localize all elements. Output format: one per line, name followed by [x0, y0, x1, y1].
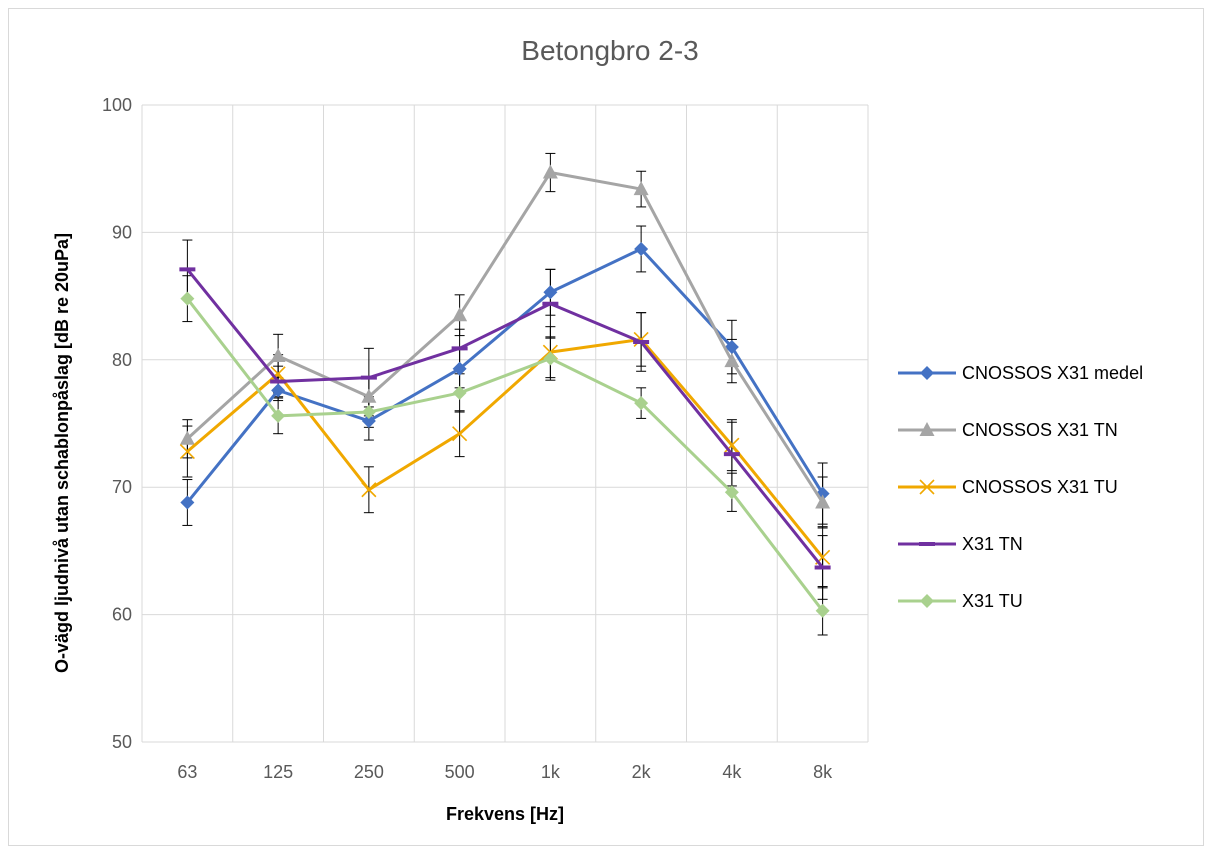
legend: CNOSSOS X31 medel CNOSSOS X31 TN CNOSSOS X…: [898, 363, 1143, 611]
data-point: [543, 351, 558, 366]
data-point: [179, 443, 195, 460]
data-point: [452, 385, 467, 400]
series-4: [180, 291, 830, 618]
legend-label: X31 TU: [962, 591, 1023, 611]
data-point: [361, 482, 377, 498]
data-point: [633, 331, 649, 347]
y-tick-label: 60: [112, 605, 132, 625]
data-point: [724, 353, 740, 368]
series-line: [186, 297, 824, 612]
data-point: [361, 405, 376, 420]
y-tick-label: 80: [112, 350, 132, 370]
x-tick-label: 63: [177, 762, 197, 782]
data-point: [270, 347, 286, 362]
data-point: [361, 388, 377, 403]
series-line: [186, 337, 824, 559]
legend-item: CNOSSOS X31 TU: [898, 477, 1118, 497]
x-tick-label: 2k: [632, 762, 652, 782]
data-point: [634, 396, 649, 411]
legend-item: CNOSSOS X31 TN: [898, 420, 1118, 440]
data-point: [180, 291, 195, 306]
x-tick-label: 500: [445, 762, 475, 782]
legend-item: X31 TN: [898, 534, 1023, 554]
data-point: [452, 361, 467, 376]
y-tick-label: 70: [112, 477, 132, 497]
x-tick-label: 8k: [813, 762, 833, 782]
y-tick-labels: 50 60 70 80 90 100: [102, 95, 132, 752]
series-line: [186, 171, 824, 504]
y-tick-label: 50: [112, 732, 132, 752]
x-tick-label: 4k: [722, 762, 742, 782]
legend-marker: [919, 479, 935, 495]
data-point: [271, 408, 286, 423]
data-point: [180, 495, 195, 510]
data-point: [542, 164, 558, 179]
chart-title: Betongbro 2-3: [521, 35, 698, 66]
legend-label: CNOSSOS X31 medel: [962, 363, 1143, 383]
plot-area: [179, 152, 831, 636]
legend-label: CNOSSOS X31 TN: [962, 420, 1118, 440]
data-point: [724, 340, 739, 355]
data-point: [179, 430, 195, 445]
legend-item: CNOSSOS X31 medel: [898, 363, 1143, 383]
x-tick-label: 1k: [541, 762, 561, 782]
series-line: [186, 268, 824, 569]
x-tick-label: 250: [354, 762, 384, 782]
grid-lines: [141, 104, 869, 743]
legend-item: X31 TU: [898, 591, 1023, 611]
x-axis-label: Frekvens [Hz]: [446, 804, 564, 824]
y-tick-label: 90: [112, 222, 132, 242]
y-axis-label: O-vägd ljudnivå utan schablonpåslag [dB …: [52, 233, 72, 673]
chart-frame: [8, 8, 1204, 846]
legend-label: X31 TN: [962, 534, 1023, 554]
legend-marker: [920, 366, 934, 380]
data-point: [361, 413, 376, 428]
data-point: [815, 494, 831, 509]
data-point: [633, 181, 649, 196]
data-point: [815, 603, 830, 618]
series-3: [179, 267, 831, 570]
data-point: [452, 307, 468, 322]
y-tick-label: 100: [102, 95, 132, 115]
x-tick-labels: 63 125 250 500 1k 2k 4k 8k: [177, 762, 833, 782]
legend-label: CNOSSOS X31 TU: [962, 477, 1118, 497]
x-tick-label: 125: [263, 762, 293, 782]
data-point: [634, 241, 649, 256]
data-point: [724, 485, 739, 500]
data-point: [271, 383, 286, 398]
legend-marker: [920, 594, 934, 608]
series-1: [179, 164, 831, 509]
series-2: [179, 331, 831, 565]
legend-marker: [919, 422, 935, 436]
data-point: [452, 426, 468, 442]
data-point: [543, 285, 558, 300]
data-point: [270, 366, 286, 382]
